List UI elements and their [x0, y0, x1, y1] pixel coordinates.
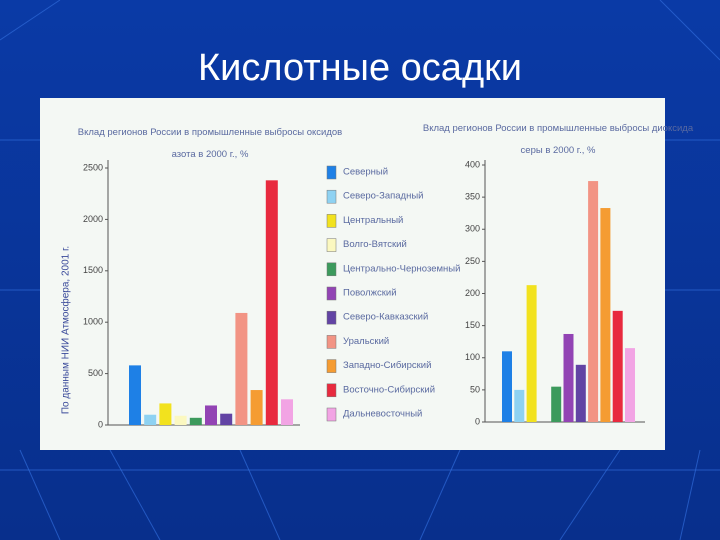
y-tick-label: 350 [465, 192, 480, 202]
y-tick-label: 2000 [83, 214, 103, 224]
slide-title: Кислотные осадки [198, 47, 522, 89]
y-tick-label: 250 [465, 256, 480, 266]
y-tick-label: 1500 [83, 265, 103, 275]
y-tick-label: 500 [88, 368, 103, 378]
legend-swatch [326, 407, 337, 422]
legend-label: Восточно-Сибирский [343, 384, 435, 395]
legend-label: Северный [343, 167, 388, 178]
bar [563, 333, 574, 422]
y-tick-label: 300 [465, 224, 480, 234]
bar [575, 364, 586, 422]
legend-swatch [326, 383, 337, 398]
bar [174, 415, 187, 425]
legend-swatch [326, 335, 337, 349]
legend-swatch [326, 262, 337, 277]
bar [129, 365, 141, 425]
legend-label: Уральский [343, 336, 389, 347]
legend-label: Дальневосточный [343, 409, 422, 420]
legend-label: Северо-Западный [343, 191, 423, 202]
legend-swatch [326, 286, 337, 301]
bar [220, 413, 233, 425]
bar [625, 348, 635, 422]
y-tick-label: 400 [465, 159, 480, 169]
legend-label: Волго-Вятский [343, 239, 407, 250]
y-tick-label: 200 [465, 288, 480, 298]
legend-label: Центрально-Черноземный [343, 263, 460, 274]
legend-label: Поволжский [343, 288, 397, 299]
chart-title: Вклад регионов России в промышленные выб… [423, 123, 694, 156]
y-tick-label: 100 [465, 352, 480, 362]
legend-label: Центральный [343, 215, 403, 226]
legend-swatch [326, 214, 337, 228]
bar [514, 389, 525, 422]
bar [588, 181, 599, 422]
bar [281, 399, 293, 425]
bar [600, 208, 611, 422]
bar [159, 403, 172, 425]
bar [250, 390, 263, 425]
y-tick-label: 0 [475, 416, 480, 426]
y-tick-label: 2500 [83, 162, 103, 172]
legend-label: Западно-Сибирский [343, 360, 431, 371]
bar [144, 414, 157, 425]
bar [189, 417, 202, 425]
source-note: По данным НИИ Атмосфера, 2001 г. [60, 246, 72, 414]
y-tick-label: 50 [470, 384, 480, 394]
legend-swatch [326, 359, 337, 373]
bar [235, 312, 248, 425]
y-tick-label: 150 [465, 320, 480, 330]
y-tick-label: 0 [98, 419, 103, 429]
bar [612, 310, 623, 422]
legend-swatch [326, 189, 337, 204]
bar [205, 405, 217, 425]
bar [526, 285, 537, 422]
bar [502, 351, 512, 422]
y-tick-label: 1000 [83, 317, 103, 327]
legend-swatch [326, 165, 337, 180]
legend-swatch [326, 238, 337, 252]
legend-swatch [326, 310, 337, 325]
chart-title: Вклад регионов России в промышленные выб… [78, 127, 342, 160]
bar [265, 180, 278, 425]
bar [551, 386, 562, 422]
legend-label: Северо-Кавказский [343, 312, 428, 323]
